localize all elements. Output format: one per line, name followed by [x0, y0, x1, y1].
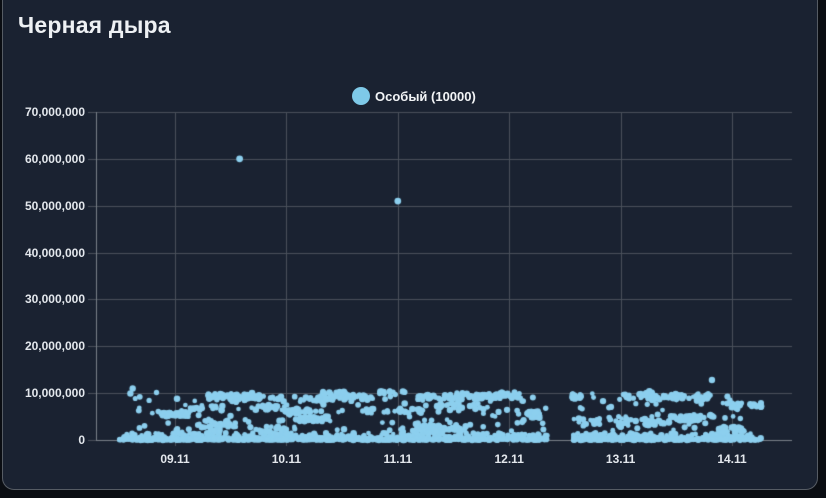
- legend-marker-icon: [352, 87, 370, 105]
- x-axis-label: 11.11: [383, 452, 413, 466]
- y-axis-label: 40,000,000: [24, 245, 85, 260]
- x-axis-label: 09.11: [160, 452, 190, 466]
- y-axis-label: 0: [78, 433, 85, 447]
- y-axis-label: 60,000,000: [24, 151, 85, 166]
- y-axis-label: 30,000,000: [24, 292, 85, 307]
- x-axis-label: 13.11: [605, 452, 636, 466]
- x-axis-label: 12.11: [494, 452, 524, 466]
- chart-title: Черная дыра: [18, 12, 171, 38]
- x-axis-label: 10.11: [271, 452, 302, 466]
- x-axis-label: 14.11: [717, 452, 747, 466]
- y-axis-label: 20,000,000: [24, 339, 85, 354]
- legend-item[interactable]: Особый (10000): [352, 86, 476, 106]
- legend-label: Особый (10000): [375, 88, 476, 104]
- y-axis-label: 70,000,000: [24, 105, 85, 119]
- y-axis-label: 50,000,000: [24, 198, 85, 213]
- y-axis-label: 10,000,000: [24, 386, 85, 401]
